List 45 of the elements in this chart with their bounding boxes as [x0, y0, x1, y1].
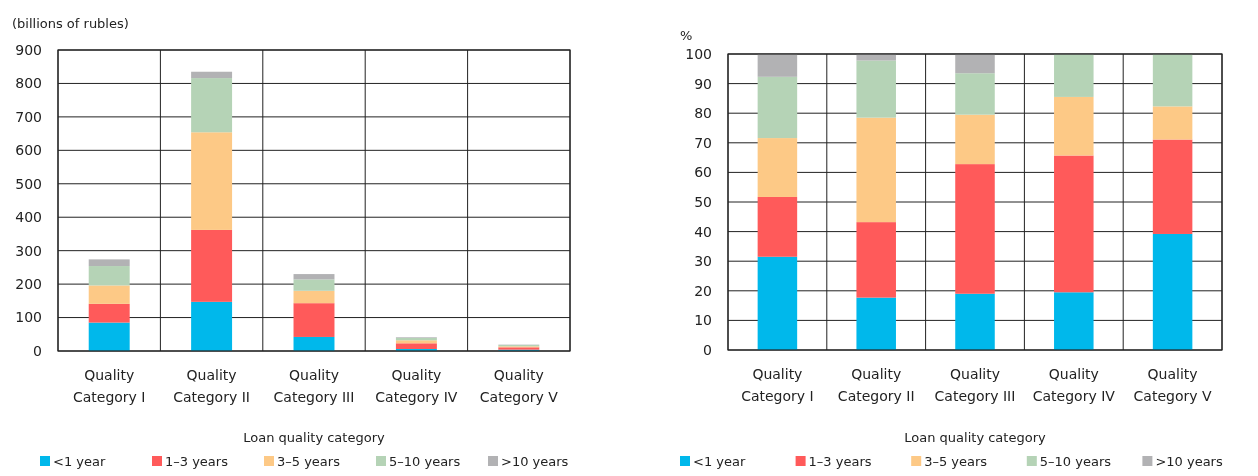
y-tick-label: 700	[15, 108, 42, 125]
x-tick-label: Quality Category IV	[1032, 366, 1116, 404]
x-tick-label: Quality Category II	[173, 367, 250, 405]
y-tick-label: 100	[685, 45, 712, 62]
legend-label: 3–5 years	[924, 454, 988, 469]
y-tick-label: 600	[15, 142, 42, 159]
y-tick-label: 100	[15, 309, 42, 326]
y-tick-label: 20	[694, 282, 712, 299]
legend-label: 3–5 years	[277, 454, 341, 469]
x-tick-label: Quality Category I	[72, 367, 146, 405]
y-tick-label: 80	[694, 105, 712, 122]
x-tick-label: Quality Category III	[934, 366, 1016, 404]
y-tick-label: 900	[15, 41, 42, 58]
legend-label: <1 year	[693, 454, 746, 469]
y-tick-label: 0	[703, 341, 712, 358]
y-tick-label: 70	[694, 134, 712, 151]
y-axis-title: %	[680, 28, 693, 43]
legend-label: 5–10 years	[1039, 454, 1112, 469]
y-tick-label: 50	[694, 193, 712, 210]
y-tick-label: 0	[33, 342, 42, 359]
legend-label: >10 years	[501, 454, 569, 469]
x-tick-label: Quality Category II	[837, 366, 915, 404]
x-axis-title: Loan quality category	[904, 430, 1046, 445]
y-tick-label: 90	[694, 75, 712, 92]
x-tick-label: Quality Category III	[273, 367, 355, 405]
y-tick-label: 800	[15, 75, 42, 92]
y-tick-label: 10	[694, 312, 712, 329]
x-tick-label: Quality Category V	[1133, 366, 1213, 404]
y-tick-label: 200	[15, 276, 42, 293]
legend-label: 1–3 years	[808, 454, 872, 469]
legend-label: 1–3 years	[165, 454, 229, 469]
x-axis-title: Loan quality category	[243, 430, 385, 445]
x-tick-label: Quality Category IV	[375, 367, 458, 405]
y-tick-label: 30	[694, 253, 712, 270]
y-tick-label: 300	[15, 242, 42, 259]
legend-label: 5–10 years	[389, 454, 461, 469]
y-tick-label: 500	[15, 175, 42, 192]
x-tick-label: Quality Category V	[479, 367, 559, 405]
legend-label: <1 year	[53, 454, 106, 469]
legend-label: >10 years	[1155, 454, 1223, 469]
y-tick-label: 400	[15, 209, 42, 226]
x-tick-label: Quality Category I	[741, 366, 814, 404]
y-tick-label: 60	[694, 164, 712, 181]
y-tick-label: 40	[694, 223, 712, 240]
y-axis-title: (billions of rubles)	[12, 16, 129, 31]
